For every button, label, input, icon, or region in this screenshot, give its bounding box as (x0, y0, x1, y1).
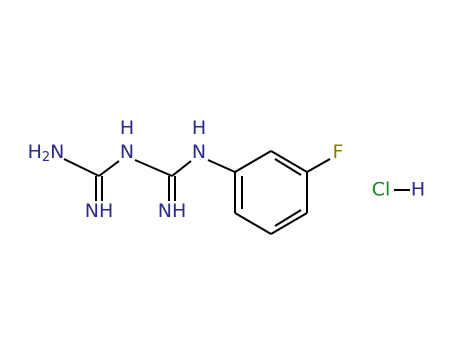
bond (98, 160, 120, 177)
bond (63, 158, 100, 177)
atom-label: H (120, 117, 134, 139)
bond (270, 150, 308, 173)
bonds (63, 150, 410, 235)
label-part: F (333, 141, 344, 163)
label-part: N (192, 141, 206, 163)
bond (274, 158, 302, 176)
bond (306, 158, 331, 173)
label-part: H (192, 117, 206, 139)
atom-label: N (192, 141, 206, 163)
atom-label: Cl (372, 179, 391, 201)
bond (234, 212, 272, 235)
bond (171, 160, 192, 177)
label-part: 2 (42, 150, 50, 165)
atom-label: H2N (28, 141, 65, 165)
label-part: H (120, 117, 134, 139)
atom-label: N (120, 141, 134, 163)
atom-label: F (333, 141, 344, 163)
bond (270, 212, 308, 235)
atom-label: NH (85, 200, 114, 222)
bond (207, 159, 236, 173)
bond (134, 159, 173, 177)
label-part: N (50, 141, 64, 163)
label-part: H (28, 141, 42, 163)
bond (274, 209, 302, 227)
label-part: N (120, 141, 134, 163)
label-part: NH (85, 200, 114, 222)
atom-label: NH (158, 200, 187, 222)
bond (234, 150, 272, 173)
label-part: NH (158, 200, 187, 222)
atom-label: H (411, 179, 425, 201)
atom-label: H (192, 117, 206, 139)
